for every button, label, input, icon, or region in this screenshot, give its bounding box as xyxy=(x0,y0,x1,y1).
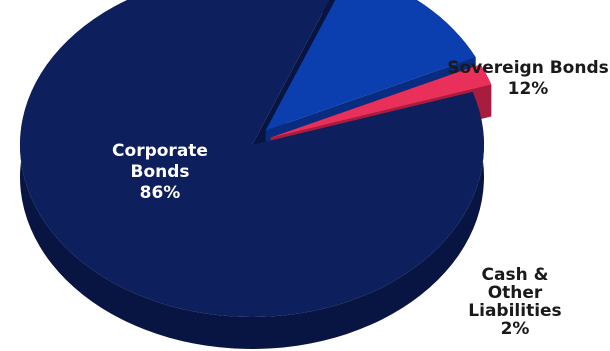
slice-corporate-bonds xyxy=(20,0,484,317)
slice-label-sovereign-bonds: Sovereign Bonds xyxy=(447,58,609,78)
pie-tops xyxy=(20,0,492,317)
slice-label-cash-other-liabilities: Other xyxy=(488,283,543,303)
slice-label-cash-other-liabilities: Cash & xyxy=(482,265,549,285)
slice-label-corporate-bonds: Bonds xyxy=(130,162,189,182)
value-label-corporate-bonds: 86% xyxy=(140,183,181,203)
value-label-sovereign-bonds: 12% xyxy=(508,79,549,99)
value-label-cash-other-liabilities: 2% xyxy=(501,319,530,339)
slice-sovereign-bonds xyxy=(265,0,476,131)
slice-label-cash-other-liabilities: Liabilities xyxy=(468,301,561,321)
slice-label-corporate-bonds: Corporate xyxy=(112,141,208,161)
slice-cash-other-liabilities xyxy=(270,64,492,138)
